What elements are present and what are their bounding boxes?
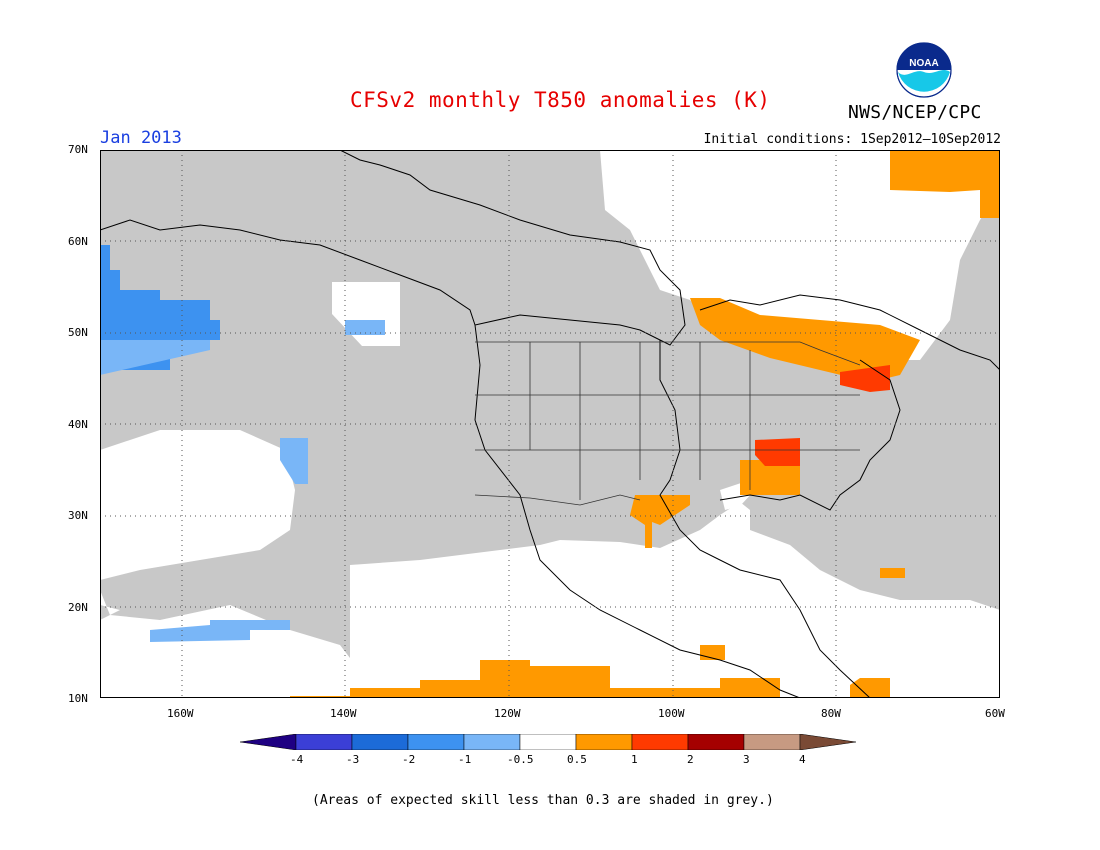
colorbar-cell [407,734,465,750]
colorbar-cell [743,734,801,750]
lat-label: 40N [68,418,88,431]
lon-label: 140W [330,707,357,720]
colorbar-cell [519,734,577,750]
lat-label: 30N [68,509,88,522]
lat-label: 10N [68,692,88,705]
warm-anomaly-regions [290,150,1000,698]
colorbar-cell [463,734,521,750]
colorbar-cell [575,734,633,750]
colorbar-cell [295,734,353,750]
colorbar-tick: 3 [743,753,750,766]
lat-label: 70N [68,143,88,156]
map-title: CFSv2 monthly T850 anomalies (K) [350,88,771,112]
colorbar-tick: -4 [290,753,304,766]
skill-footnote: (Areas of expected skill less than 0.3 a… [312,793,774,808]
lon-label: 160W [167,707,194,720]
lon-label: 120W [494,707,521,720]
colorbar [240,734,857,750]
gridlines [100,150,1000,698]
cool-anomaly-regions [100,245,385,642]
colorbar-cell [687,734,745,750]
organization-label: NWS/NCEP/CPC [848,102,982,123]
colorbar-cell [799,734,857,750]
lon-label: 100W [658,707,685,720]
noaa-logo-icon: NOAA [896,42,952,98]
colorbar-tick: 4 [799,753,806,766]
colorbar-tick: 1 [631,753,638,766]
logo-text: NOAA [909,58,938,69]
colorbar-tick: 0.5 [567,753,587,766]
anomaly-map [100,150,1000,698]
colorbar-tick: -0.5 [507,753,534,766]
lon-label: 60W [985,707,1005,720]
colorbar-cell [631,734,689,750]
lat-label: 60N [68,235,88,248]
valid-month-label: Jan 2013 [100,128,182,148]
colorbar-tick: -2 [402,753,416,766]
colorbar-tick: -3 [346,753,360,766]
lat-label: 20N [68,601,88,614]
political-borders [474,341,861,506]
colorbar-tick: 2 [687,753,694,766]
colorbar-cell [351,734,409,750]
coastlines [100,150,1000,698]
lon-label: 80W [821,707,841,720]
lat-label: 50N [68,326,88,339]
initial-conditions-label: Initial conditions: 1Sep2012–10Sep2012 [703,132,1001,147]
colorbar-cells [240,734,857,750]
colorbar-cell [240,734,297,750]
colorbar-tick: -1 [458,753,472,766]
map-frame [100,150,1000,698]
